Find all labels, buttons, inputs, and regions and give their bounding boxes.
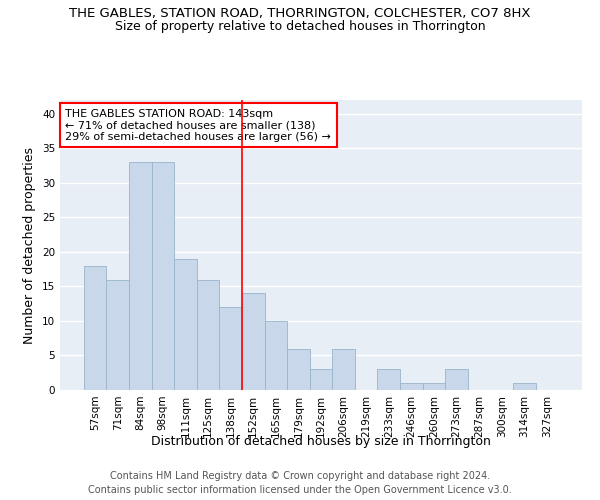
Text: Distribution of detached houses by size in Thorrington: Distribution of detached houses by size … <box>151 435 491 448</box>
Text: Size of property relative to detached houses in Thorrington: Size of property relative to detached ho… <box>115 20 485 33</box>
Bar <box>310 370 332 390</box>
Bar <box>174 259 197 390</box>
Text: THE GABLES, STATION ROAD, THORRINGTON, COLCHESTER, CO7 8HX: THE GABLES, STATION ROAD, THORRINGTON, C… <box>69 8 531 20</box>
Bar <box>197 280 220 390</box>
Bar <box>265 321 287 390</box>
Bar <box>445 370 468 390</box>
Bar <box>129 162 152 390</box>
Bar <box>106 280 129 390</box>
Bar <box>287 348 310 390</box>
Text: Contains HM Land Registry data © Crown copyright and database right 2024.
Contai: Contains HM Land Registry data © Crown c… <box>88 471 512 495</box>
Bar <box>400 383 422 390</box>
Bar <box>422 383 445 390</box>
Y-axis label: Number of detached properties: Number of detached properties <box>23 146 37 344</box>
Bar <box>242 294 265 390</box>
Bar <box>84 266 106 390</box>
Bar <box>513 383 536 390</box>
Bar <box>332 348 355 390</box>
Bar <box>152 162 174 390</box>
Bar <box>377 370 400 390</box>
Text: THE GABLES STATION ROAD: 143sqm
← 71% of detached houses are smaller (138)
29% o: THE GABLES STATION ROAD: 143sqm ← 71% of… <box>65 108 331 142</box>
Bar <box>220 307 242 390</box>
